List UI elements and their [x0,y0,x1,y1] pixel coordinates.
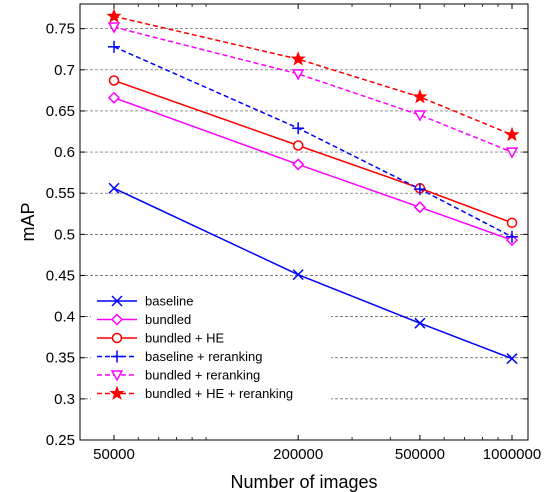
data-point-3-3 [506,230,518,243]
data-point-1-0 [107,91,121,104]
x-tick-label: 500000 [395,446,445,463]
y-tick-label: 0.3 [54,391,75,408]
x-axis-title: Number of images [230,472,377,492]
legend-marker-5 [109,385,125,400]
data-point-4-2 [413,110,427,122]
data-point-1-2 [413,201,426,214]
legend-box [91,290,331,411]
series-line-3 [113,46,513,238]
y-tick-label: 0.6 [54,144,75,161]
legend-label-4: bundled + reranking [145,368,260,383]
y-tick-label: 0.4 [54,309,75,326]
data-point-5-1 [290,51,306,66]
data-point-2-3 [506,217,518,229]
legend-marker-3 [111,350,123,363]
legend-marker-1 [110,313,124,326]
legend-label-1: bundled [145,312,191,327]
data-point-3-0 [108,40,120,53]
data-point-4-0 [107,22,121,34]
series-layer [106,8,520,365]
legend: baseline bundled bundled + HE baseline + re… [91,290,331,411]
series-line-4 [113,26,513,153]
series-line-1 [113,97,513,241]
y-tick-label: 0.75 [46,21,75,38]
data-point-0-1 [292,269,304,281]
data-point-0-3 [506,353,518,365]
data-point-0-0 [108,182,120,194]
data-point-1-1 [292,158,305,171]
data-point-5-0 [106,8,122,23]
y-tick-label: 0.65 [46,103,75,120]
series-line-5 [113,15,513,136]
data-point-0-2 [414,317,426,329]
legend-label-2: bundled + HE [145,331,224,346]
data-point-3-2 [413,183,426,196]
data-point-3-1 [292,122,305,135]
series-line-2 [113,79,513,224]
y-axis-title: mAP [18,202,38,241]
y-tick-label: 0.7 [54,62,75,79]
legend-marker-0 [111,295,123,307]
x-tick-label: 50000 [93,446,135,463]
y-tick-label: 0.55 [46,185,75,202]
data-point-5-2 [412,89,428,104]
y-tick-label: 0.45 [46,267,75,284]
y-tick-label: 0.35 [46,350,75,367]
legend-label-5: bundled + HE + reranking [145,386,293,401]
legend-label-0: baseline [145,294,193,309]
data-point-2-1 [292,140,304,151]
plot-frame [79,3,529,441]
data-point-2-0 [108,75,120,86]
y-tick-label: 0.25 [46,432,75,449]
legend-marker-4 [110,370,124,382]
x-tick-label: 200000 [273,446,323,463]
axis-layer: 0.25 0.3 0.35 0.4 0.45 0.5 0.55 0.6 0.65 0.7 0.75 5… [46,4,541,463]
data-point-5-3 [504,126,520,142]
legend-marker-2 [111,332,123,344]
y-tick-label: 0.5 [54,226,75,243]
data-point-4-1 [291,69,305,81]
legend-label-3: baseline + reranking [145,349,262,364]
series-line-0 [113,187,513,360]
x-tick-label: 1000000 [483,446,541,463]
data-point-4-3 [505,147,519,159]
